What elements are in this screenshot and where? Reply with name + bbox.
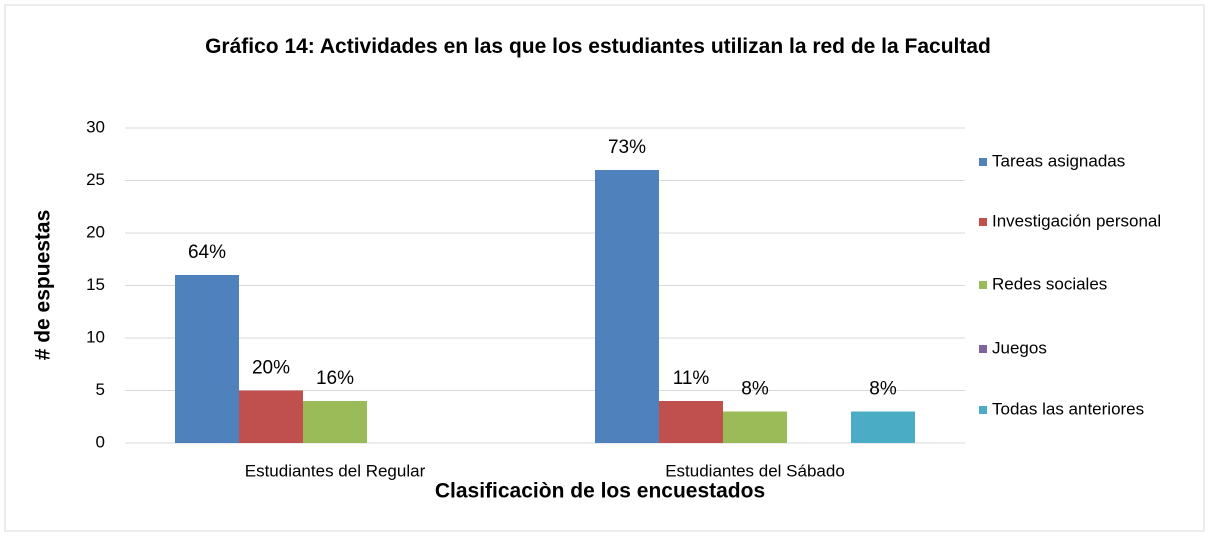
data-label: 16% (316, 368, 354, 389)
bar (239, 390, 303, 443)
legend-label: Redes sociales (992, 274, 1107, 293)
y-tick-label: 10 (86, 327, 105, 346)
y-tick-label: 20 (86, 222, 105, 241)
data-label: 11% (673, 368, 710, 389)
y-axis-label: # de espuestas (32, 210, 55, 361)
bar (659, 401, 723, 443)
legend-swatch (979, 281, 987, 289)
bar (595, 170, 659, 443)
x-tick-label: Estudiantes del Regular (245, 461, 426, 480)
data-label: 73% (608, 137, 646, 158)
y-tick-label: 30 (86, 117, 105, 136)
legend-swatch (979, 218, 987, 226)
legend-label: Investigación personal (992, 211, 1161, 230)
legend-swatch (979, 158, 987, 166)
legend-label: Todas las anteriores (992, 399, 1144, 418)
legend-swatch (979, 345, 987, 353)
y-tick-label: 0 (96, 432, 105, 451)
legend-label: Tareas asignadas (992, 151, 1125, 170)
y-tick-label: 15 (86, 275, 105, 294)
data-label: 8% (869, 379, 897, 400)
legend-swatch (979, 406, 987, 414)
y-tick-label: 25 (86, 170, 105, 189)
bar (303, 401, 367, 443)
bar (851, 411, 915, 443)
x-tick-label: Estudiantes del Sábado (665, 461, 845, 480)
data-label: 8% (741, 379, 769, 400)
bar (723, 411, 787, 443)
y-tick-label: 5 (96, 380, 105, 399)
legend-label: Juegos (992, 338, 1047, 357)
data-label: 64% (188, 242, 226, 263)
bar (175, 275, 239, 443)
x-axis-label: Clasificaciòn de los encuestados (435, 480, 765, 503)
chart-title: Gráfico 14: Actividades en las que los e… (205, 35, 991, 58)
data-label: 20% (252, 358, 290, 379)
